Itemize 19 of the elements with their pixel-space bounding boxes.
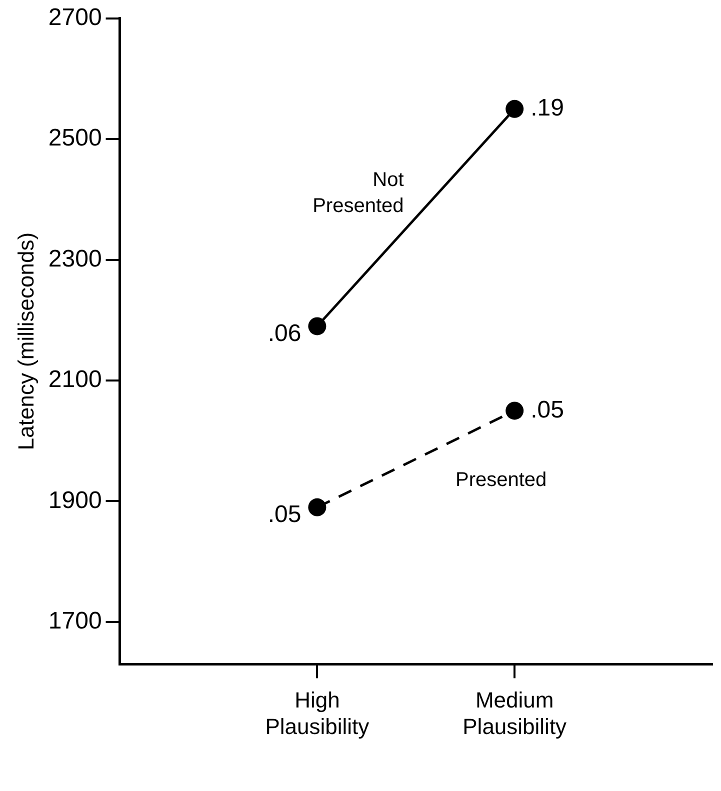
x-tick-label: Medium Plausibility: [462, 687, 567, 739]
y-tick-label: 1700: [48, 608, 102, 635]
point: [506, 402, 524, 420]
annotation: .05: [530, 396, 564, 424]
annotation: .05: [268, 500, 302, 528]
y-tick-label: 1900: [48, 486, 102, 514]
y-tick-label: 2500: [48, 124, 102, 152]
series-label: Not Presented: [312, 169, 404, 218]
point: [308, 317, 326, 336]
y-axis-title: Latency (milliseconds): [13, 232, 38, 450]
x-tick-label: High Plausibility: [265, 687, 370, 739]
y-tick-label: 2300: [48, 245, 102, 272]
point: [308, 498, 326, 516]
y-tick-label: 2100: [48, 366, 102, 394]
annotation: .19: [530, 94, 564, 122]
point: [506, 100, 524, 118]
series-label: Presented: [456, 469, 547, 492]
annotation: .06: [268, 320, 302, 347]
y-tick-label: 2700: [48, 4, 102, 32]
